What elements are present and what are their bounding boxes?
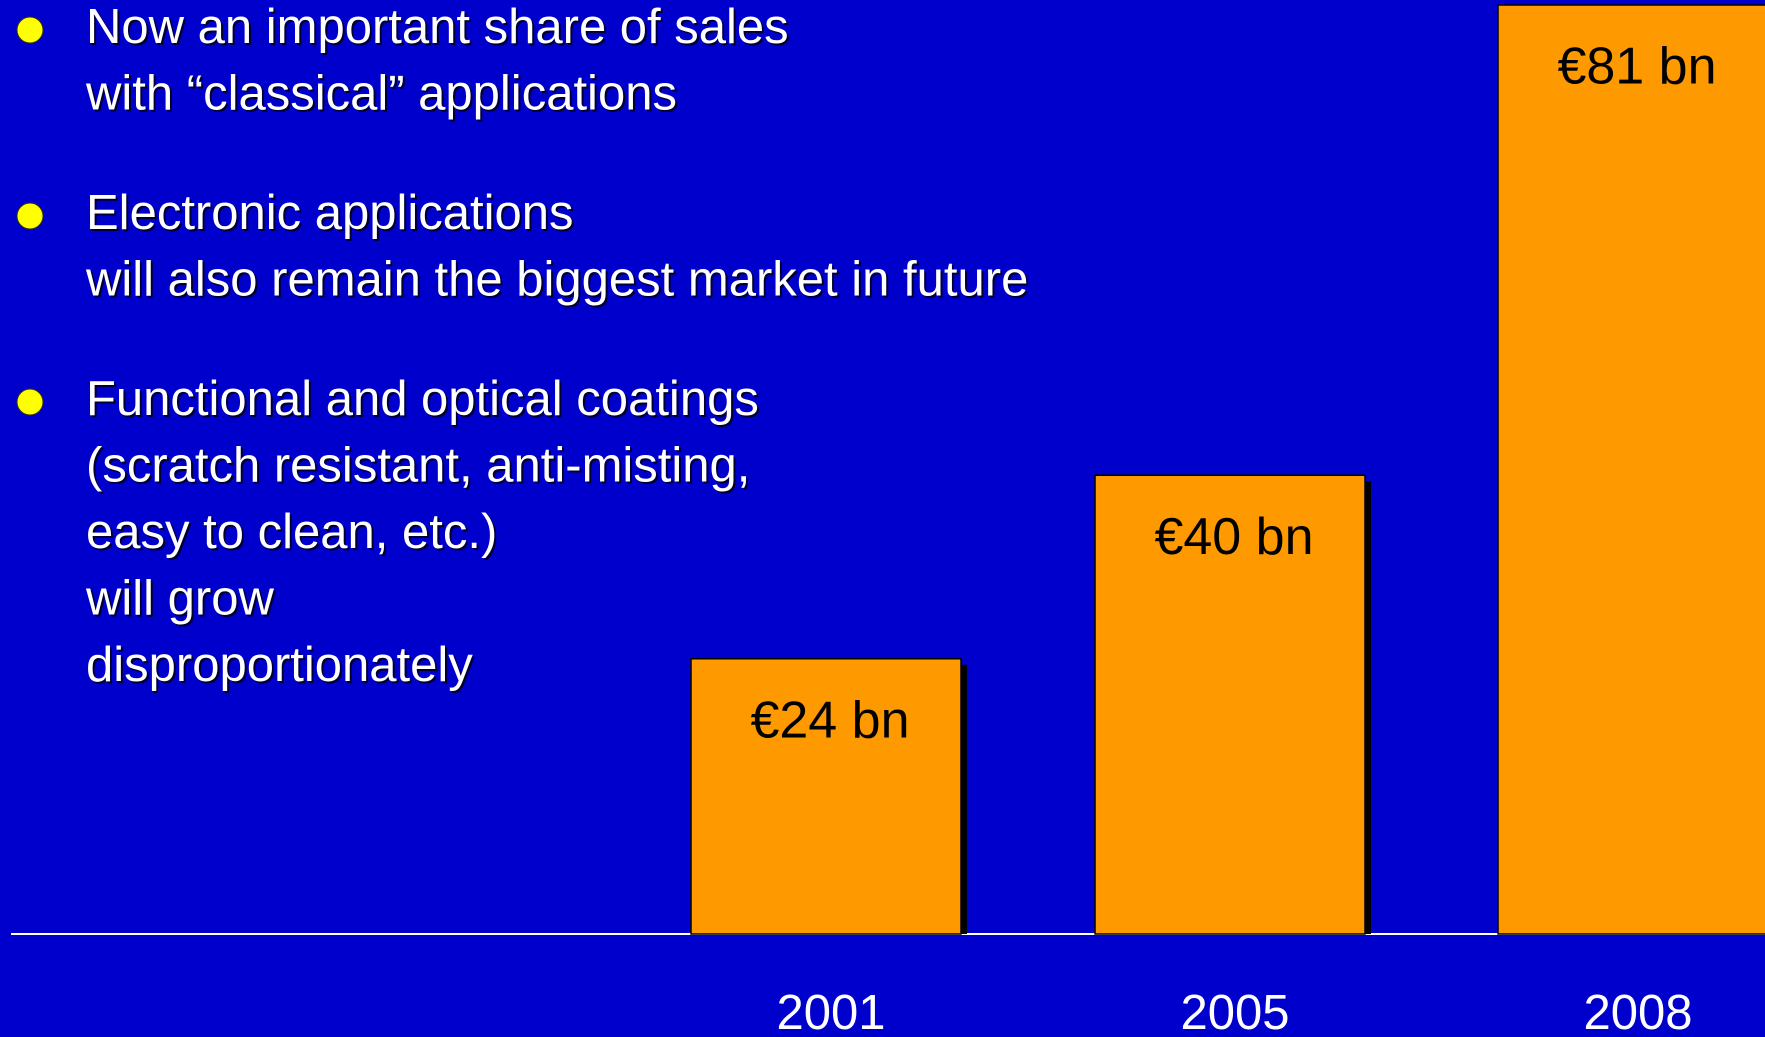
value-label: €24 bn	[750, 691, 909, 749]
bar	[1497, 4, 1765, 935]
bullet-text: disproportionately	[86, 638, 473, 692]
bullet-dot	[16, 202, 44, 230]
x-tick-label: 2005	[1180, 986, 1289, 1037]
bullet-text: will also remain the biggest market in f…	[85, 252, 1028, 306]
bullet-text: will grow	[85, 571, 274, 625]
bullet-dot	[16, 16, 44, 44]
bullet-dot	[16, 388, 44, 416]
x-tick-label: 2008	[1583, 986, 1692, 1037]
bullet-text: easy to clean, etc.)	[86, 505, 497, 559]
bullet-text: Functional and optical coatings	[86, 372, 759, 426]
value-label: €40 bn	[1154, 508, 1313, 566]
bar	[690, 657, 962, 935]
bullet-text: (scratch resistant, anti-misting,	[86, 438, 750, 492]
bar	[1094, 474, 1366, 935]
x-tick-label: 2001	[776, 986, 885, 1037]
bullet-text: Now an important share of sales	[86, 0, 789, 54]
bullet-text: Electronic applications	[86, 186, 574, 240]
value-label: €81 bn	[1557, 38, 1716, 96]
bullet-text: with “classical” applications	[85, 66, 677, 120]
